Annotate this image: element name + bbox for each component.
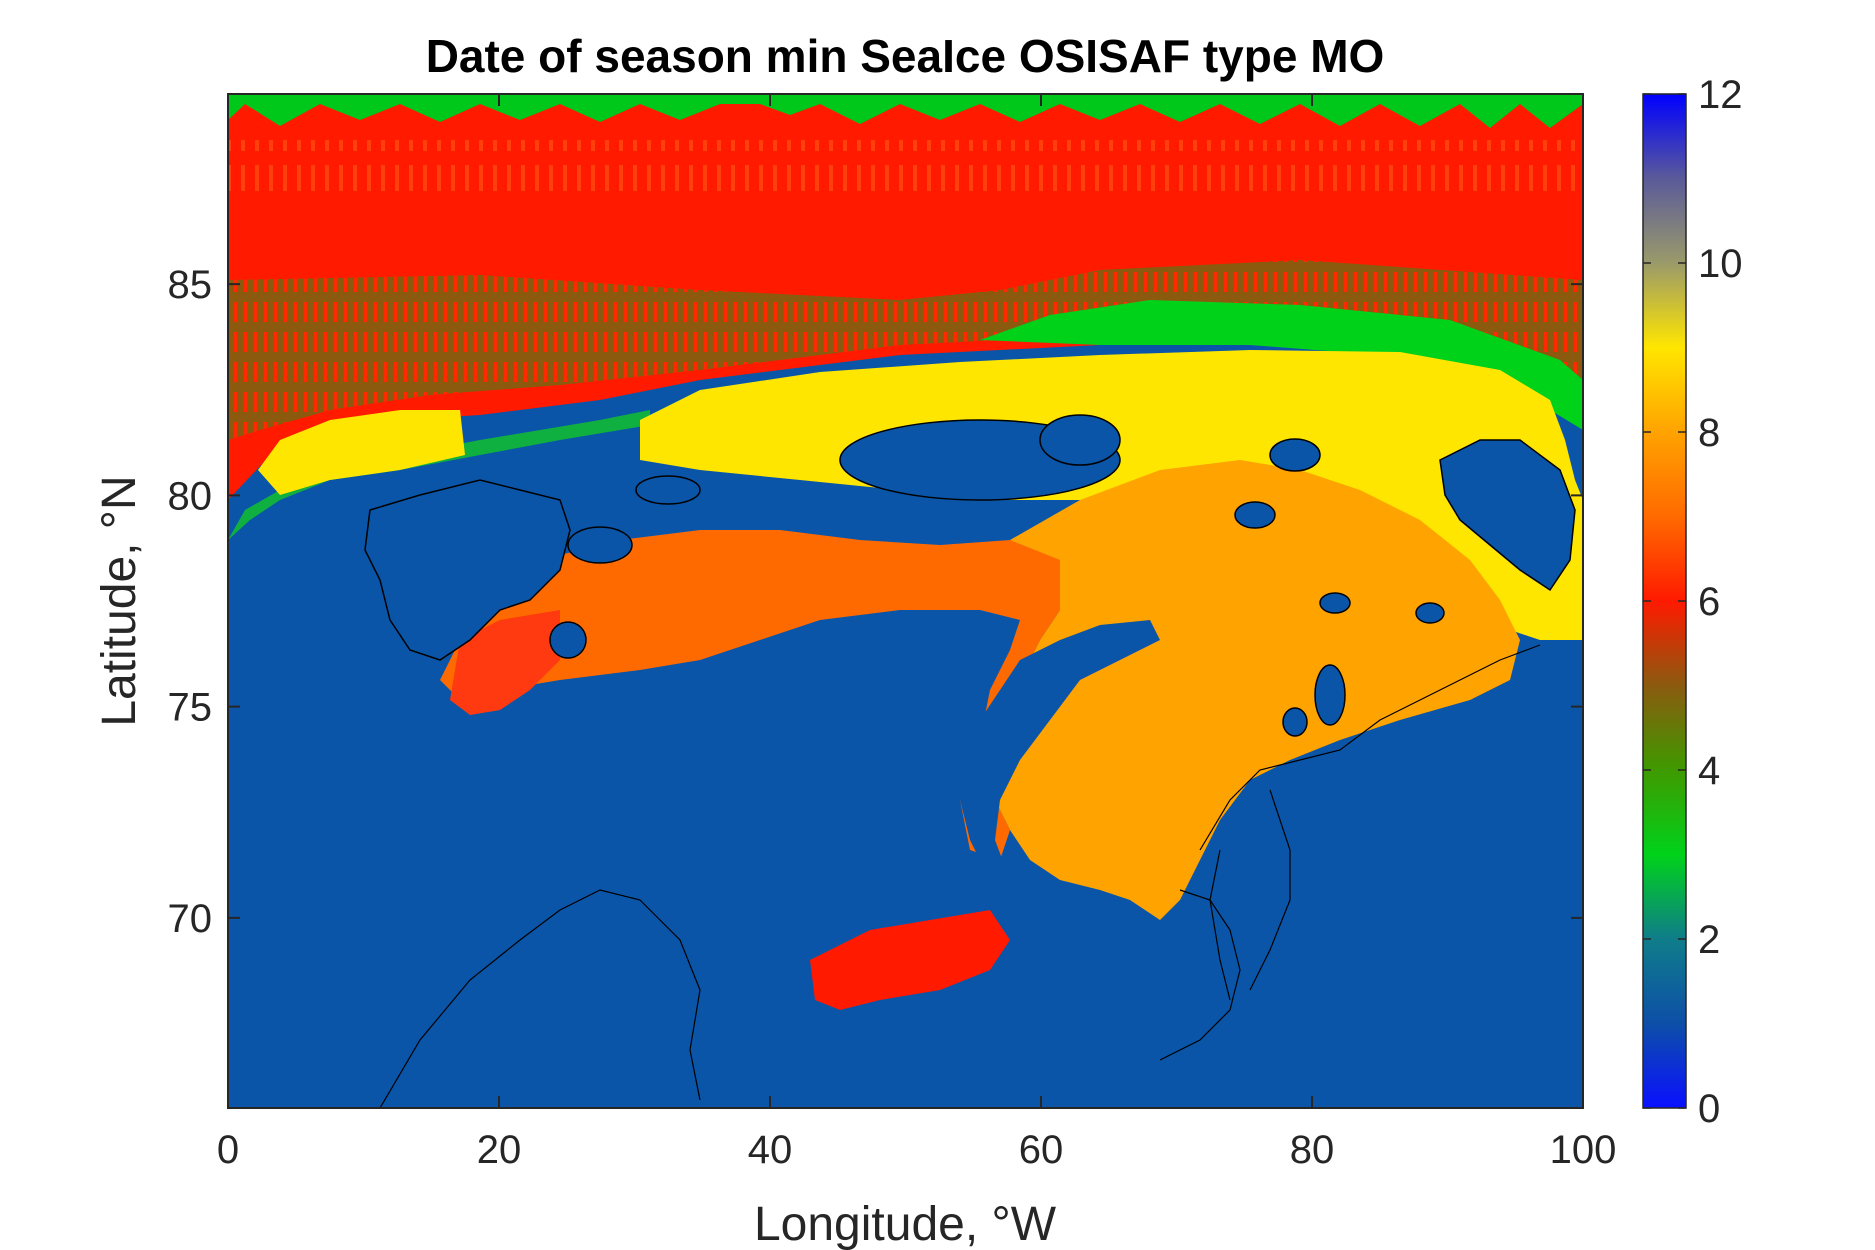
- island-10: [1282, 707, 1308, 737]
- colorbar-tick-label: 10: [1698, 242, 1743, 286]
- y-axis-label: Latitude, °N: [93, 475, 146, 726]
- island-11: [549, 621, 587, 659]
- region-baffin-bay: [990, 460, 1520, 920]
- island-2: [1039, 414, 1121, 466]
- colorbar-tick-label: 12: [1698, 73, 1743, 117]
- colorbar-tick-label: 0: [1698, 1087, 1720, 1131]
- x-tick-label: 100: [1550, 1128, 1617, 1172]
- colorbar-tick-label: 4: [1698, 749, 1720, 793]
- x-tick-label: 0: [217, 1128, 239, 1172]
- island-5: [635, 475, 701, 505]
- island-7: [1319, 592, 1351, 614]
- region-green-right: [980, 300, 1583, 430]
- region-top-edge: [228, 94, 1583, 128]
- coastlines: [379, 644, 1541, 1108]
- x-tick-label: 20: [477, 1128, 522, 1172]
- y-tick-label: 85: [168, 263, 213, 307]
- landmass-right-greenland: [1439, 439, 1576, 592]
- x-axis-label: Longitude, °W: [754, 1198, 1057, 1250]
- island-4: [1234, 501, 1276, 529]
- x-tick-label: 60: [1019, 1128, 1064, 1172]
- island-9: [1314, 664, 1346, 726]
- region-green-left: [228, 410, 650, 540]
- plot-frame: [227, 93, 1584, 1109]
- region-yellow-left: [258, 410, 465, 495]
- colorbar-ticks: 0 2 4 6 8 10 12: [1643, 73, 1743, 1131]
- y-tick-label: 80: [168, 474, 213, 518]
- colorbar-tick-label: 6: [1698, 580, 1720, 624]
- x-tick-label: 40: [748, 1128, 793, 1172]
- plot-area: [228, 94, 1583, 1108]
- x-tick-label: 80: [1290, 1128, 1335, 1172]
- chart-title: Date of season min SeaIce OSISAF type MO: [426, 30, 1385, 82]
- region-sw-red: [450, 610, 560, 715]
- region-top-stripes: [228, 140, 1583, 200]
- island-8: [1415, 602, 1445, 624]
- colorbar-tick-label: 2: [1698, 918, 1720, 962]
- landmass-svalbard: [364, 479, 571, 661]
- x-axis: 0 20 40 60 80 100: [217, 94, 1617, 1172]
- y-axis: 70 75 80 85: [168, 263, 1583, 941]
- landmass-greenland-coast: [960, 620, 1160, 950]
- region-hudson-strait: [810, 910, 1010, 1010]
- y-tick-label: 70: [168, 897, 213, 941]
- region-greenland-sea: [440, 530, 1060, 860]
- colorbar-tick-label: 8: [1698, 411, 1720, 455]
- island-3: [1269, 438, 1321, 472]
- island-6: [567, 526, 633, 564]
- y-tick-label: 75: [168, 686, 213, 730]
